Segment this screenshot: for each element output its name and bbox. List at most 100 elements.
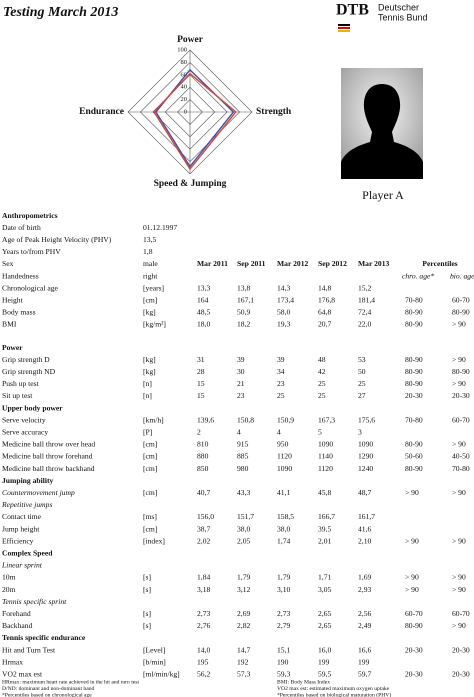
cell: 25 [318, 379, 326, 388]
cell: 48,7 [358, 488, 371, 497]
cell: 20-30 [405, 645, 423, 654]
cell: 43,3 [237, 488, 250, 497]
r-tick-label: 60 [181, 71, 188, 78]
row-label: Push up test [2, 379, 40, 388]
row-label: Linear sprint [1, 561, 43, 570]
cell: 59,3 [277, 669, 290, 678]
cell: 01.12.1997 [143, 223, 177, 232]
cell: 80-90 [405, 320, 423, 329]
cell: > 90 [405, 573, 419, 582]
footnote: HRmax: maximum heart rate achieved in th… [2, 679, 139, 685]
cell: 915 [237, 440, 249, 449]
table: Anthropometrics Date of birth 01.12.1997 Ag… [1, 211, 474, 679]
logo: DTB Deutscher Tennis Bund [336, 2, 428, 32]
section-heading: Complex Speed [2, 548, 53, 557]
row-label: Body mass [2, 308, 36, 317]
column-header: chro. age* [402, 271, 434, 280]
cell: 161,7 [358, 512, 375, 521]
row-label: Grip strength D [2, 355, 50, 364]
cell: 176,8 [318, 295, 335, 304]
cell: 166,7 [318, 512, 335, 521]
cell: 60-70 [452, 415, 470, 424]
row-label: Sex [2, 259, 14, 268]
cell: 1240 [358, 464, 373, 473]
cell: 2,82 [237, 621, 250, 630]
cell: 164 [197, 295, 209, 304]
row-label: Date of birth [2, 223, 41, 232]
axis-label: Strength [256, 107, 292, 117]
cell: 16,0 [318, 645, 331, 654]
player-name: Player A [362, 188, 404, 202]
cell: 50 [358, 367, 366, 376]
column-header: Mar 2011 [197, 259, 228, 268]
cell: 139,6 [197, 415, 214, 424]
cell: 2,56 [358, 609, 371, 618]
cell: 28 [197, 367, 205, 376]
cell: [kg] [143, 308, 156, 317]
cell: 181,4 [358, 295, 375, 304]
section-heading: Anthropometrics [2, 211, 58, 220]
cell: 60-70 [452, 609, 470, 618]
cell: male [143, 259, 158, 268]
cell: 70-80 [405, 295, 423, 304]
cell: 199 [358, 657, 370, 666]
row-label: Medicine ball throw forehand [2, 452, 93, 461]
cell: 39 [277, 355, 285, 364]
cell: [s] [143, 573, 151, 582]
cell: 1120 [318, 464, 333, 473]
series-line [153, 72, 237, 171]
cell: 950 [277, 440, 289, 449]
cell: > 90 [405, 536, 419, 545]
cell: 23 [237, 391, 245, 400]
cell: 41,6 [358, 524, 371, 533]
cell: 1090 [318, 440, 333, 449]
logo-text: Deutscher [378, 2, 419, 12]
cell: 27 [358, 391, 366, 400]
cell: 156,0 [197, 512, 214, 521]
cell: > 90 [452, 488, 466, 497]
column-header: Mar 2012 [277, 259, 308, 268]
column-header: Sep 2012 [318, 259, 347, 268]
cell: 25 [277, 391, 285, 400]
silhouette [341, 84, 423, 179]
cell: 150,9 [277, 415, 294, 424]
row-label: Contact time [2, 512, 42, 521]
cell: 48,5 [197, 308, 210, 317]
cell: > 90 [452, 573, 466, 582]
cell: [s] [143, 585, 151, 594]
cell: 25 [358, 379, 366, 388]
cell: [index] [143, 536, 165, 545]
cell: 80-90 [405, 621, 423, 630]
cell: 22,0 [358, 320, 371, 329]
cell: 1,74 [277, 536, 290, 545]
logo-text: Tennis Bund [378, 12, 428, 22]
row-label: Efficiency [2, 536, 34, 545]
cell: 167,3 [318, 415, 335, 424]
logo-mark: DTB [336, 2, 369, 19]
cell: 1290 [358, 452, 373, 461]
cell: 72,4 [358, 308, 371, 317]
cell: 15,2 [358, 283, 371, 292]
cell: 40-50 [452, 452, 470, 461]
cell: 2,76 [197, 621, 210, 630]
cell: [kg/m²] [143, 320, 166, 329]
row-label: Height [2, 295, 24, 304]
cell: 4 [277, 427, 281, 436]
row-label: Medicine ball throw over head [2, 440, 95, 449]
row-label: Medicine ball throw backhand [2, 464, 95, 473]
cell: 38,0 [237, 524, 250, 533]
cell: [s] [143, 621, 151, 630]
cell: 80-90 [452, 367, 470, 376]
cell: 58,0 [277, 308, 290, 317]
cell: [n] [143, 379, 152, 388]
cell: 192 [237, 657, 249, 666]
row-label: Backhand [2, 621, 33, 630]
cell: 2,01 [318, 536, 331, 545]
cell: 1,79 [237, 573, 250, 582]
r-tick-label: 100 [177, 46, 187, 53]
cell: 2,65 [318, 621, 331, 630]
cell: 20-30 [452, 645, 470, 654]
cell: 80-90 [452, 308, 470, 317]
cell: 18,2 [237, 320, 250, 329]
